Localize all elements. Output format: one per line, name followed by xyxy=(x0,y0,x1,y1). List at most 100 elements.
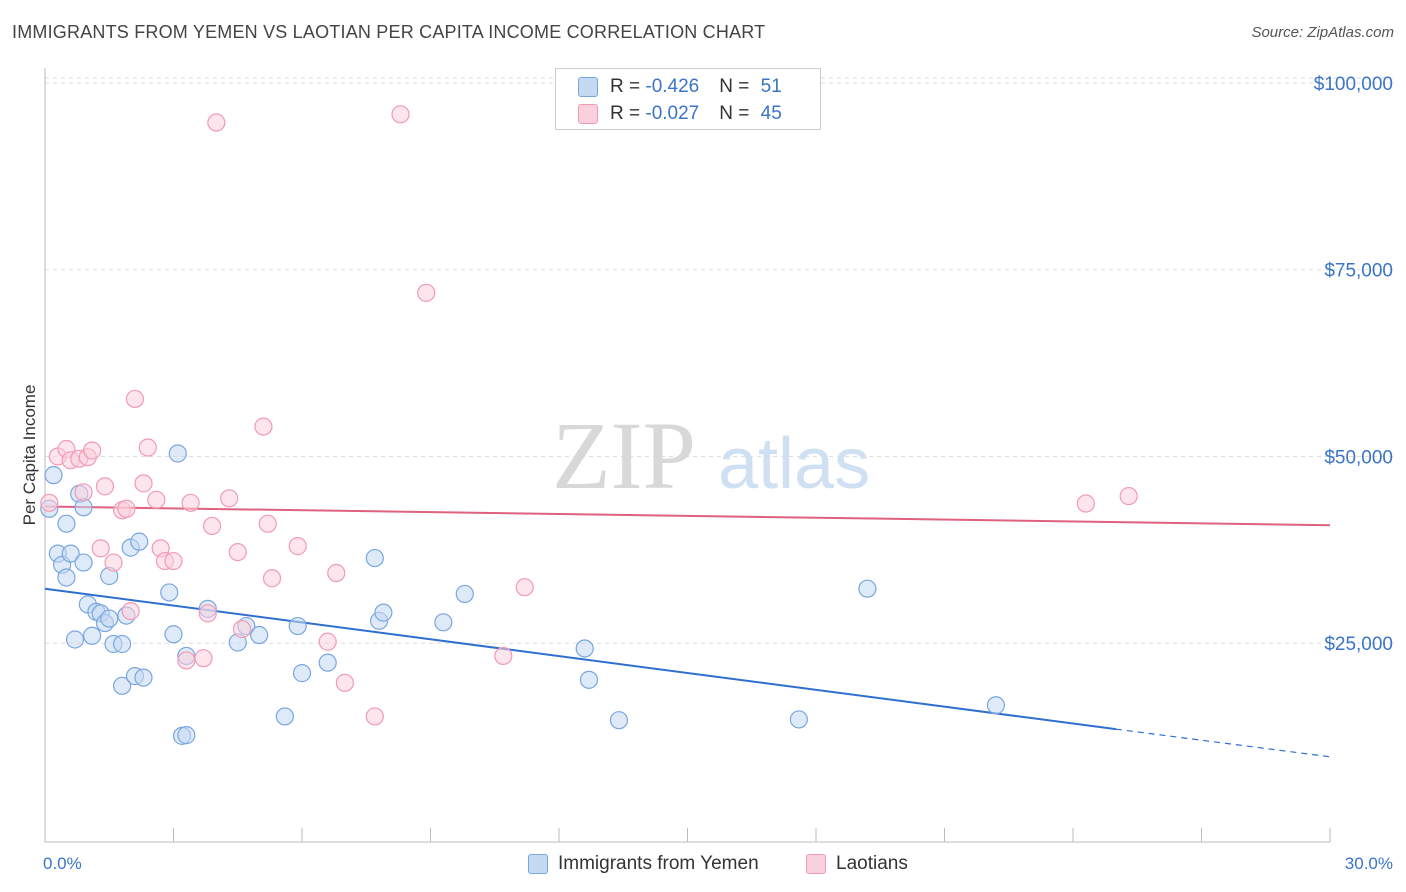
stats-row-yemen: R = -0.426 N = 51 xyxy=(578,73,782,101)
data-point xyxy=(391,105,410,124)
data-point xyxy=(335,673,354,692)
legend-item-yemen[interactable]: Immigrants from Yemen xyxy=(528,850,759,878)
data-point xyxy=(275,707,294,726)
n-label: N = xyxy=(719,76,755,97)
r-value: -0.426 xyxy=(645,76,700,97)
data-point xyxy=(220,489,239,508)
data-point xyxy=(134,474,153,493)
r-label: R = xyxy=(610,103,646,124)
data-point xyxy=(177,651,196,670)
data-point xyxy=(575,639,594,658)
data-point xyxy=(207,113,226,132)
data-point xyxy=(40,493,59,512)
data-point xyxy=(288,537,307,556)
data-point xyxy=(134,668,153,687)
chart-title: IMMIGRANTS FROM YEMEN VS LAOTIAN PER CAP… xyxy=(12,22,766,42)
data-point xyxy=(986,696,1006,715)
data-point xyxy=(327,563,346,583)
watermark-atlas: atlas xyxy=(718,424,870,504)
watermark-zip: ZIP xyxy=(552,402,696,509)
data-point xyxy=(494,646,513,666)
x-tick-label: 30.0% xyxy=(1345,854,1393,873)
data-point xyxy=(579,670,599,689)
data-point xyxy=(318,653,337,672)
data-point xyxy=(258,514,277,533)
n-value: 45 xyxy=(760,103,782,124)
data-point xyxy=(194,649,213,668)
data-point xyxy=(288,616,307,636)
data-point xyxy=(57,514,76,533)
data-point xyxy=(138,438,157,457)
data-point xyxy=(262,569,282,588)
data-point xyxy=(112,676,132,695)
y-tick-label: $100,000 xyxy=(1314,74,1393,95)
legend-label-laotians: Laotians xyxy=(836,853,908,874)
data-point xyxy=(374,603,393,622)
legend-swatch-laotians xyxy=(806,854,826,874)
data-point xyxy=(177,726,196,745)
y-tick-labels: $25,000 $50,000 $75,000 $100,000 xyxy=(1314,74,1393,655)
r-label: R = xyxy=(610,76,646,97)
data-point xyxy=(250,625,269,645)
swatch-laotians xyxy=(578,104,598,124)
data-point xyxy=(65,630,85,649)
data-point xyxy=(125,389,145,409)
data-point xyxy=(74,483,93,502)
data-point xyxy=(254,417,273,436)
data-point xyxy=(74,553,93,572)
n-label: N = xyxy=(719,103,755,124)
data-point xyxy=(181,493,200,512)
data-point xyxy=(232,619,252,639)
grid-lines xyxy=(45,77,1395,644)
trend-line xyxy=(44,587,1116,731)
data-point xyxy=(147,490,166,509)
data-point xyxy=(61,544,80,563)
data-point xyxy=(515,578,534,597)
data-point xyxy=(365,548,384,568)
data-point xyxy=(609,711,629,730)
data-point xyxy=(789,710,808,729)
data-point xyxy=(292,664,312,683)
data-point xyxy=(434,613,453,632)
data-point xyxy=(417,283,436,302)
data-point xyxy=(365,707,384,726)
data-point xyxy=(130,532,149,551)
data-point xyxy=(95,477,115,496)
data-point xyxy=(121,602,140,621)
data-point xyxy=(858,579,877,598)
source-label: Source: ZipAtlas.com xyxy=(1251,24,1394,41)
data-point xyxy=(44,466,63,485)
data-point xyxy=(198,604,217,623)
y-tick-label: $75,000 xyxy=(1324,261,1393,282)
swatch-yemen xyxy=(578,77,598,97)
data-point xyxy=(160,583,179,602)
axes xyxy=(44,68,1331,843)
trend-lines xyxy=(44,505,1331,758)
data-points xyxy=(40,105,1138,745)
data-point xyxy=(117,499,136,518)
legend-item-laotians[interactable]: Laotians xyxy=(806,850,908,878)
data-point xyxy=(164,551,183,571)
y-tick-label: $50,000 xyxy=(1324,447,1393,468)
legend-swatch-yemen xyxy=(528,854,548,874)
x-tick-labels: 0.0% 30.0% xyxy=(43,854,1393,873)
data-point xyxy=(112,634,132,654)
data-point xyxy=(318,632,337,651)
y-axis-label: Per Capita Income xyxy=(20,385,39,526)
data-point xyxy=(91,539,110,558)
stats-legend: R = -0.426 N = 51 R = -0.027 N = 45 xyxy=(555,68,821,130)
legend-label-yemen: Immigrants from Yemen xyxy=(558,853,759,874)
trend-line-extension xyxy=(1115,728,1331,758)
data-point xyxy=(1076,494,1095,513)
trend-line xyxy=(44,505,1331,527)
data-point xyxy=(455,584,474,604)
stats-row-laotians: R = -0.027 N = 45 xyxy=(578,100,782,128)
data-point xyxy=(202,516,222,536)
data-point xyxy=(168,444,187,463)
n-value: 51 xyxy=(760,76,782,97)
data-point xyxy=(57,568,76,587)
data-point xyxy=(228,542,247,562)
bottom-legend: Immigrants from Yemen Laotians xyxy=(0,848,1406,880)
data-point xyxy=(164,625,183,644)
data-point xyxy=(83,441,102,460)
